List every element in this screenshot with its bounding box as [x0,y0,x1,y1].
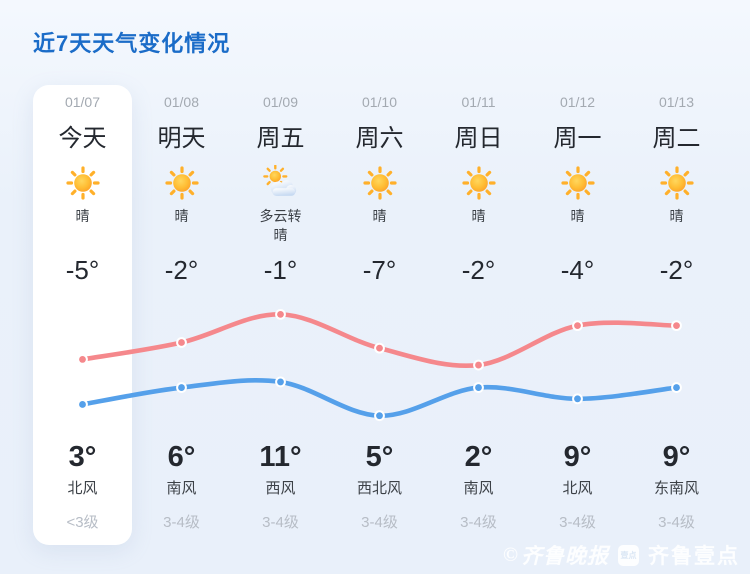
low-temp: -2° [659,255,694,285]
day-label: 明天 [157,125,206,152]
low-temp: -7° [362,255,397,285]
low-temp: -4° [560,255,595,285]
wind-direction: 北风 [67,480,98,497]
forecast-column[interactable]: 01/09 周五 多云转晴 -1° 11° 西风 3-4级 [231,85,330,545]
wind-direction: 东南风 [653,480,699,497]
forecast-column-today[interactable]: 01/07 今天 晴 -5° 3° 北风 <3级 [33,85,132,545]
chart-gap [429,298,528,436]
condition-label: 多云转晴 [259,208,302,243]
chart-gap [33,298,132,436]
copyright-icon: © [503,543,519,566]
wind-direction: 西北风 [356,480,402,497]
low-temp: -1° [263,255,298,285]
date-label: 01/12 [559,94,596,110]
date-label: 01/11 [461,94,496,110]
day-label: 周六 [355,125,404,152]
date-label: 01/10 [361,94,398,110]
condition-label: 晴 [75,208,90,224]
sunny-icon [33,162,132,204]
condition-label: 晴 [471,208,486,224]
date-label: 01/13 [658,94,695,110]
high-temp: 9° [563,441,592,473]
high-temp: 2° [464,441,493,473]
sunny-icon [528,162,627,204]
forecast-column[interactable]: 01/11 周日 晴 -2° 2° 南风 3-4级 [429,85,528,545]
day-label: 周一 [553,125,602,152]
forecast-column[interactable]: 01/10 周六 晴 -7° 5° 西北风 3-4级 [330,85,429,545]
condition-label: 晴 [174,208,189,224]
chart-gap [627,298,726,436]
date-label: 01/08 [163,94,200,110]
watermark-brand-name: 齐鲁壹点 [648,545,740,568]
forecast-table: 01/07 今天 晴 -5° 3° 北风 <3级 01/08 明天 晴 -2° … [33,85,726,545]
wind-direction: 西风 [265,480,296,497]
wind-level: 3-4级 [559,514,596,531]
sunny-icon [132,162,231,204]
yidian-badge-icon: 壹点 [618,544,639,566]
wind-direction: 南风 [166,480,197,497]
low-temp: -5° [65,255,100,285]
high-temp: 9° [662,441,691,473]
chart-gap [330,298,429,436]
sunny-icon [429,162,528,204]
high-temp: 6° [167,441,196,473]
watermark-paper-logo: © 齐鲁晚报 [503,540,609,570]
sunny-icon [627,162,726,204]
wind-level: 3-4级 [163,514,200,531]
high-temp: 3° [68,441,97,473]
wind-direction: 北风 [562,480,593,497]
day-label: 周二 [652,125,701,152]
sun-behind-cloud-icon [231,162,330,204]
low-temp: -2° [461,255,496,285]
high-temp: 5° [365,441,394,473]
sunny-icon [330,162,429,204]
forecast-column[interactable]: 01/08 明天 晴 -2° 6° 南风 3-4级 [132,85,231,545]
wind-level: 3-4级 [361,514,398,531]
day-label: 周日 [454,125,503,152]
day-label: 周五 [256,125,305,152]
date-label: 01/09 [262,94,299,110]
chart-gap [231,298,330,436]
condition-label: 晴 [372,208,387,224]
watermark: © 齐鲁晚报 壹点 齐鲁壹点 [503,540,740,570]
chart-gap [528,298,627,436]
wind-direction: 南风 [463,480,494,497]
chart-gap [132,298,231,436]
watermark-paper-name: 齐鲁晚报 [521,544,609,568]
high-temp: 11° [259,441,302,473]
forecast-column[interactable]: 01/13 周二 晴 -2° 9° 东南风 3-4级 [627,85,726,545]
low-temp: -2° [164,255,199,285]
wind-level: <3级 [66,514,99,531]
wind-level: 3-4级 [262,514,299,531]
date-label: 01/07 [64,94,101,110]
condition-label: 晴 [669,208,684,224]
condition-label: 晴 [570,208,585,224]
wind-level: 3-4级 [460,514,497,531]
page-title: 近7天天气变化情况 [33,31,231,56]
forecast-column[interactable]: 01/12 周一 晴 -4° 9° 北风 3-4级 [528,85,627,545]
day-label: 今天 [58,125,107,152]
wind-level: 3-4级 [658,514,695,531]
